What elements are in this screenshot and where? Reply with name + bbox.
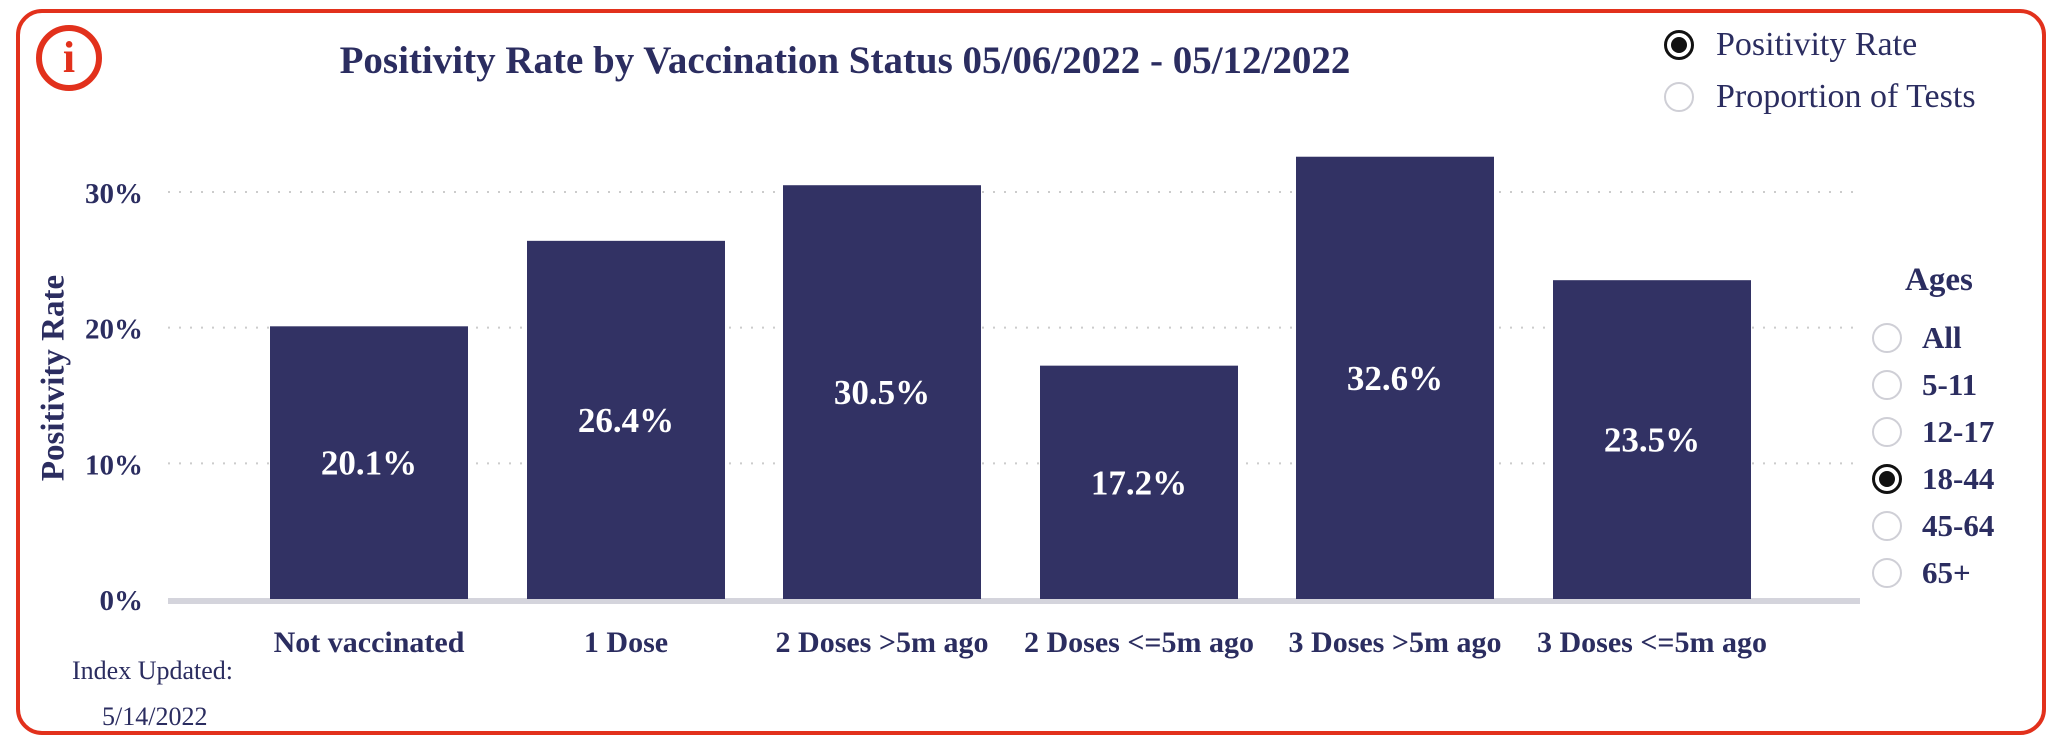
radio-unselected-icon[interactable] [1664,82,1694,112]
bar-data-label: 30.5% [834,373,930,412]
age-option-65-plus[interactable]: 65+ [1872,555,1971,591]
radio-unselected-icon[interactable] [1872,323,1902,353]
view-option-label: Proportion of Tests [1716,78,1976,115]
view-option-positivity-rate[interactable]: Positivity Rate [1664,26,1917,64]
radio-unselected-icon[interactable] [1872,417,1902,447]
y-tick-label: 20% [85,314,143,346]
age-option-12-17[interactable]: 12-17 [1872,414,1994,450]
radio-selected-icon[interactable] [1664,30,1694,60]
y-tick-label: 0% [100,585,144,617]
bar-data-label: 20.1% [321,444,417,483]
bar[interactable] [527,240,725,599]
index-updated-date: 5/14/2022 [102,702,208,731]
info-icon[interactable]: i [36,25,102,91]
bar[interactable] [1296,156,1494,599]
x-tick-label: 2 Doses >5m ago [776,626,989,659]
bar-data-label: 26.4% [578,401,674,440]
age-option-18-44[interactable]: 18-44 [1872,461,1994,497]
bar[interactable] [1553,280,1751,599]
bar[interactable] [783,185,981,599]
bar-data-label: 23.5% [1604,421,1700,460]
bar-data-label: 32.6% [1347,359,1443,398]
x-tick-label: 3 Doses <=5m ago [1537,626,1767,659]
radio-unselected-icon[interactable] [1872,370,1902,400]
x-tick-label: 2 Doses <=5m ago [1024,626,1254,659]
age-option-label: 5-11 [1922,367,1978,402]
x-tick-label: 1 Dose [584,626,668,659]
radio-unselected-icon[interactable] [1872,558,1902,588]
x-tick-label: Not vaccinated [274,626,465,659]
age-option-label: All [1922,320,1962,355]
age-option-label: 45-64 [1922,508,1995,543]
age-option-45-64[interactable]: 45-64 [1872,508,1994,544]
bar[interactable] [270,326,468,599]
bar[interactable] [1040,365,1238,599]
y-tick-label: 30% [85,178,143,210]
age-option-label: 65+ [1922,555,1971,590]
age-option-label: 12-17 [1922,414,1995,449]
chart-title: Positivity Rate by Vaccination Status 05… [339,39,1351,82]
ages-filter-title: Ages [1905,262,1973,298]
y-tick-label: 10% [85,449,143,481]
bar-data-label: 17.2% [1091,463,1187,502]
index-updated-label: Index Updated: [72,656,234,685]
age-option-5-11[interactable]: 5-11 [1872,367,1977,403]
radio-selected-icon[interactable] [1872,464,1902,494]
view-option-proportion-of-tests[interactable]: Proportion of Tests [1664,78,1976,116]
radio-unselected-icon[interactable] [1872,511,1902,541]
age-option-label: 18-44 [1922,461,1995,496]
view-option-label: Positivity Rate [1716,26,1918,63]
x-tick-label: 3 Doses >5m ago [1289,626,1502,659]
chart-card-frame [16,9,2046,735]
x-axis-baseline [168,598,1860,604]
age-option-all[interactable]: All [1872,320,1962,356]
